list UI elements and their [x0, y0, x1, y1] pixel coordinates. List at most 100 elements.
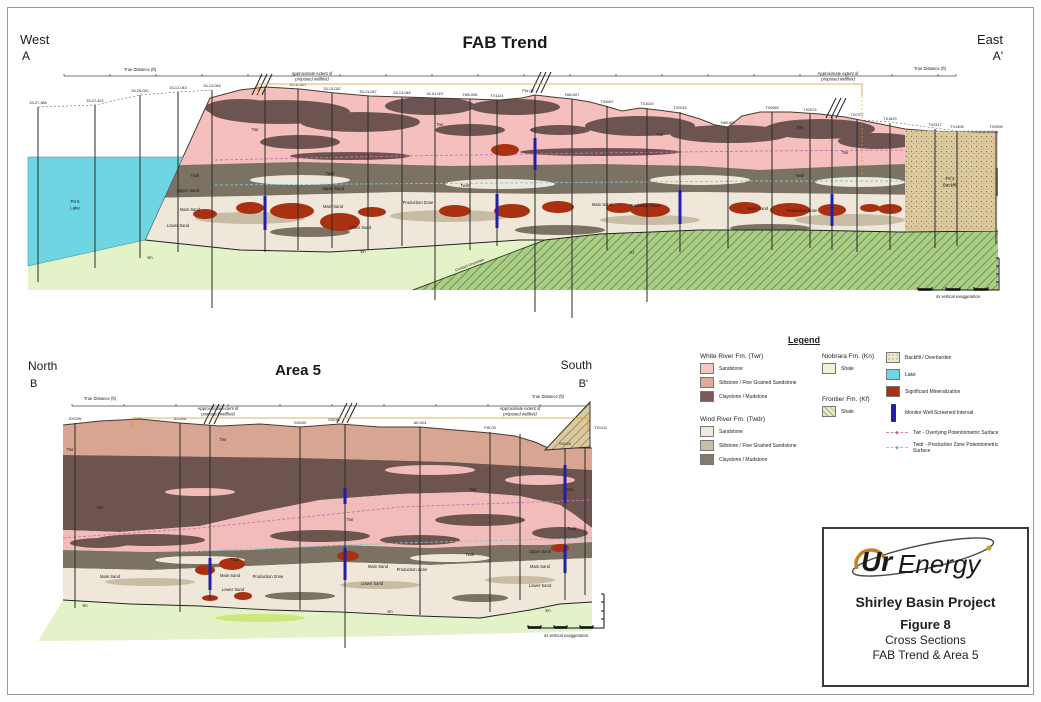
svg-text:Twdr: Twdr [567, 526, 577, 531]
svg-text:AD-004: AD-004 [414, 421, 427, 425]
svg-text:Lower Sand: Lower Sand [167, 223, 190, 228]
area5-surface-line [62, 418, 592, 449]
fab-claystone-band-lenses [250, 175, 905, 189]
svg-text:TX1408: TX1408 [950, 125, 963, 129]
fab-twdr-potentiometric-line [214, 180, 960, 186]
swatch-kf-shale [822, 406, 836, 417]
legend-item: Siltstone / Fine Grained Sandstone [700, 377, 818, 388]
logo-swirl [853, 548, 888, 570]
legend-item: Claystone / Mudstone [700, 391, 818, 402]
svg-text:Production Zone: Production Zone [403, 200, 434, 205]
legend-item: Shale [822, 363, 894, 374]
svg-text:PW-05: PW-05 [484, 426, 496, 430]
fab-lake-label-2: Lake [70, 206, 80, 211]
svg-text:SX01B: SX01B [559, 442, 571, 446]
area5-axis-label-right: True Distance (ft) [532, 394, 565, 399]
swatch-twr-claystone [700, 391, 714, 402]
svg-text:Upper Sand: Upper Sand [529, 549, 552, 554]
svg-text:TX1024: TX1024 [640, 102, 653, 106]
area5-kn-shale [38, 600, 592, 641]
legend-panel: Legend White River Fm. (Twr) Sandstone S… [690, 333, 1032, 519]
svg-text:33-12-043: 33-12-043 [169, 86, 186, 90]
swatch-mineralization [886, 386, 900, 397]
svg-text:Main Sand: Main Sand [748, 206, 769, 211]
fab-cross-section: West A FAB Trend East A' True Distance (… [20, 32, 1003, 318]
svg-text:Twr: Twr [67, 447, 74, 452]
fab-kf-shale [413, 230, 998, 290]
svg-text:Upper Sand: Upper Sand [177, 188, 200, 193]
svg-text:Twr: Twr [437, 122, 444, 127]
swatch-twdr-potentiometric-line: ◆ [886, 445, 908, 451]
legend-header-white-river: White River Fm. (Twr) [700, 353, 764, 360]
svg-text:33-13-045: 33-13-045 [203, 84, 220, 88]
legend-item: Claystone / Mudstone [700, 454, 818, 465]
fab-twr-potentiometric-line [214, 149, 906, 161]
legend-item: Monitor Well Screened Interval [886, 404, 1032, 422]
svg-text:proposed wellfield: proposed wellfield [503, 412, 537, 417]
svg-text:Lower Sand: Lower Sand [222, 587, 245, 592]
svg-text:proposed wellfield: proposed wellfield [295, 77, 329, 82]
legend-item: ◆ Twdr - Production Zone Potentiometric … [886, 442, 1032, 454]
area5-monitor-screens [208, 465, 567, 590]
area5-scale-note: 4x vertical exaggeration [544, 633, 589, 638]
legend-group-frontier: Frontier Fm. (Kf) Shale [822, 396, 894, 417]
svg-text:Main Sand: Main Sand [592, 202, 613, 207]
area5-backfill-wedge [543, 400, 591, 451]
area5-green-streak [215, 614, 305, 622]
fab-section-start: A [22, 49, 30, 63]
svg-text:SX02B: SX02B [294, 421, 306, 425]
area5-south-label: South [561, 358, 592, 372]
area5-ruler [71, 404, 591, 407]
svg-text:Kn: Kn [545, 608, 551, 613]
area5-salmon-band [63, 419, 592, 470]
area5-twdr-potentiometric-line [179, 537, 592, 553]
figure-number: Figure 8 [900, 617, 951, 632]
legend-column-formations-right: Niobrara Fm. (Kn) Shale Frontier Fm. (Kf… [822, 353, 894, 427]
legend-header-wind-river: Wind River Fm. (Twdr) [700, 416, 765, 423]
swatch-twdr-sandstone [700, 426, 714, 437]
svg-text:Lower Sand: Lower Sand [361, 581, 384, 586]
svg-text:SX02W: SX02W [69, 417, 82, 421]
logo-orbit [851, 537, 994, 577]
fab-mineralization [193, 144, 902, 231]
legend-column-formations-left: White River Fm. (Twr) Sandstone Siltston… [700, 353, 818, 475]
swatch-twr-sandstone [700, 363, 714, 374]
fab-monitor-screens [263, 138, 834, 230]
swatch-twr-potentiometric-line: ◆ [886, 430, 908, 436]
svg-text:Main Sand: Main Sand [180, 207, 201, 212]
fab-lake-label-1: Pit 5 [70, 199, 80, 204]
svg-text:Approximate extent of: Approximate extent of [198, 406, 240, 411]
svg-text:Upper Sand: Upper Sand [322, 186, 345, 191]
svg-text:Main Sand: Main Sand [100, 574, 121, 579]
fab-twr-claystone-lenses [205, 97, 918, 160]
area5-strata-labels: Twr Twr Twr Twr Twr Twr Twdr Twdr Twdr U… [67, 437, 578, 614]
fab-axis-label-right: True Distance (ft) [914, 66, 947, 71]
area5-annotation-extent: Approximate extent of proposed wellfield… [131, 406, 589, 430]
area5-deviated-well-icons [203, 402, 358, 425]
svg-text:Twdr: Twdr [795, 173, 805, 178]
project-title: Shirley Basin Project [855, 594, 996, 610]
fab-east-label: East [977, 32, 1003, 47]
svg-text:Approximate extent of: Approximate extent of [500, 406, 542, 411]
svg-text:SX04W: SX04W [174, 417, 187, 421]
swatch-twdr-claystone [700, 454, 714, 465]
fab-annotation-extent: Approximate extent of proposed wellfield… [257, 71, 863, 175]
area5-claystone-band [63, 455, 592, 532]
svg-text:Twdr: Twdr [190, 173, 200, 178]
legend-header-frontier: Frontier Fm. (Kf) [822, 396, 870, 403]
svg-text:Main Sand: Main Sand [530, 564, 551, 569]
urenergy-logo: Ur Energy [851, 537, 994, 579]
logo-orbit-dot [985, 545, 992, 551]
svg-text:TX0074: TX0074 [803, 108, 816, 112]
svg-text:Twr: Twr [97, 505, 104, 510]
fab-basal-contact [144, 229, 999, 253]
svg-text:Twr: Twr [657, 132, 664, 137]
svg-text:proposed wellfield: proposed wellfield [821, 77, 855, 82]
swatch-twr-siltstone [700, 377, 714, 388]
svg-text:33-27-422: 33-27-422 [86, 99, 103, 103]
fab-scale-bar: 4x vertical exaggeration [917, 257, 1000, 299]
svg-text:Lower Sand: Lower Sand [349, 225, 372, 230]
fab-ruler [63, 74, 957, 77]
